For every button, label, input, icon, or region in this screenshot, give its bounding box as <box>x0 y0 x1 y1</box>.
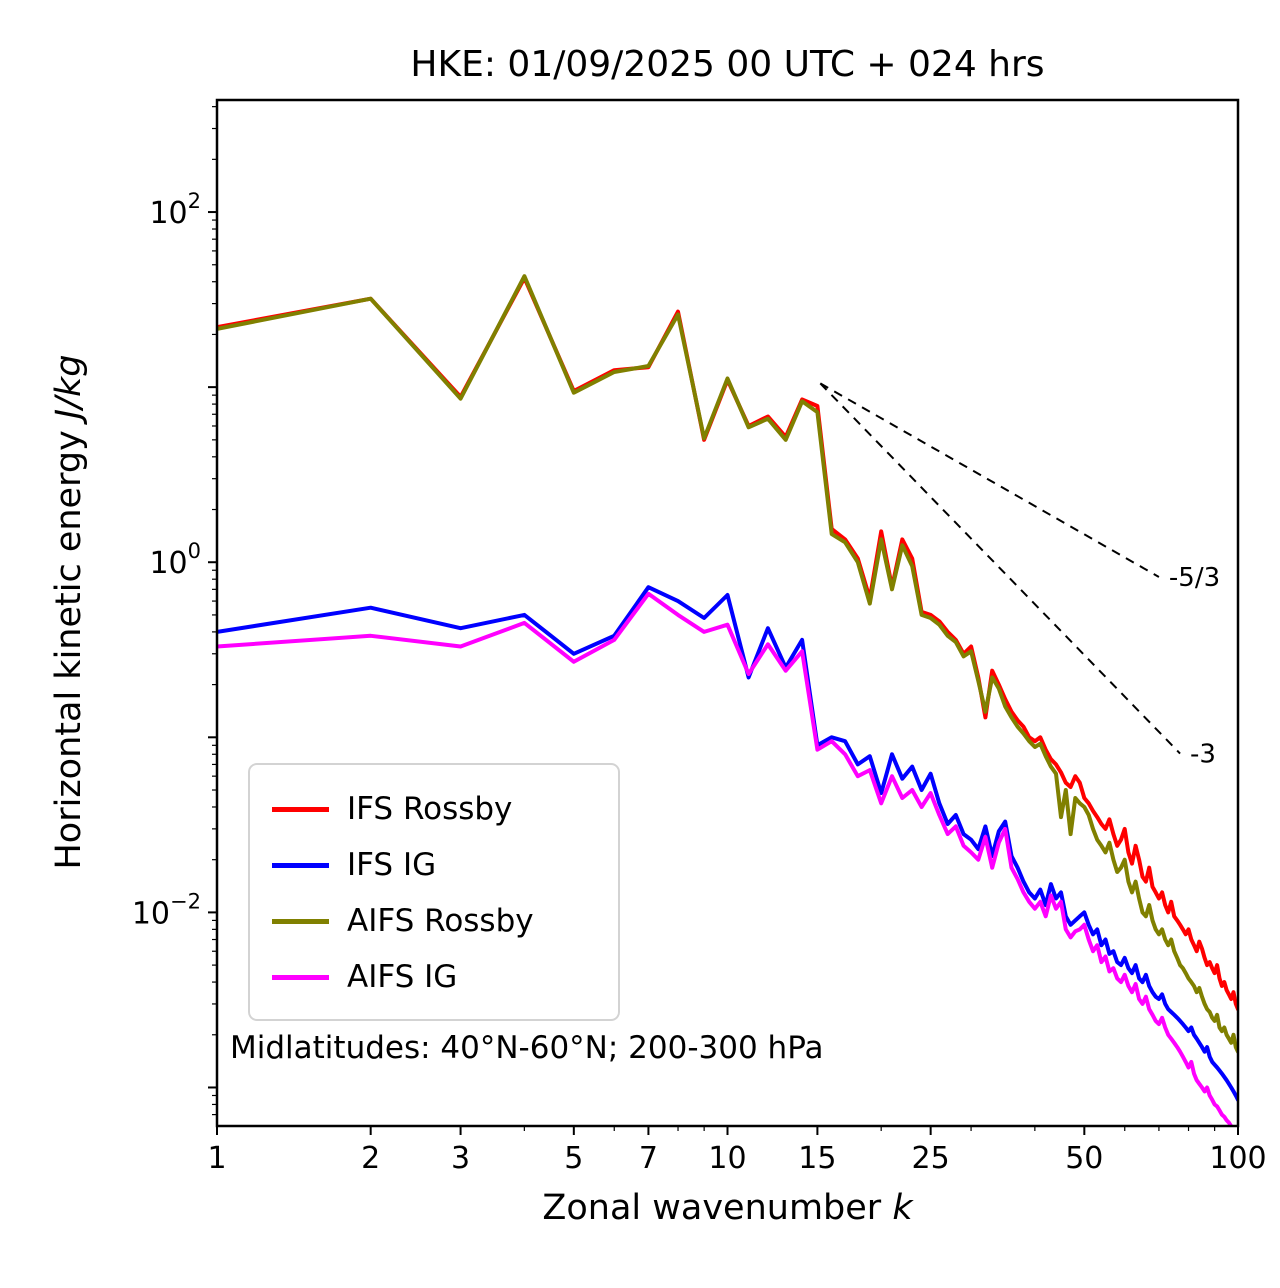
x-tick-label: 25 <box>912 1141 950 1176</box>
x-tick-label: 2 <box>361 1141 380 1176</box>
y-tick-label: 10−2 <box>132 889 201 931</box>
legend-swatch-ifs-ig <box>272 862 329 868</box>
legend-item: AIFS Rossby <box>272 893 596 949</box>
x-tick-label: 7 <box>639 1141 658 1176</box>
x-axis-label: Zonal wavenumber k <box>217 1188 1238 1228</box>
x-tick-label: 15 <box>798 1141 836 1176</box>
x-tick-label: 3 <box>451 1141 470 1176</box>
reference-slope-line <box>819 382 1160 578</box>
series-aifs-ig <box>217 591 1234 1126</box>
legend: IFS Rossby IFS IG AIFS Rossby AIFS IG <box>248 763 620 1021</box>
y-tick-label: 102 <box>149 189 201 231</box>
x-tick-label: 50 <box>1065 1141 1103 1176</box>
reference-slope-line <box>819 382 1181 755</box>
x-axis-label-text: Zonal wavenumber <box>542 1188 893 1228</box>
legend-item: AIFS IG <box>272 949 596 1005</box>
legend-label: IFS Rossby <box>347 790 513 827</box>
x-tick-label: 10 <box>708 1141 746 1176</box>
y-axis-label-text: Horizontal kinetic energy <box>49 419 89 870</box>
annotation-region: Midlatitudes: 40°N-60°N; 200-300 hPa <box>230 1030 824 1066</box>
chart-title: HKE: 01/09/2025 00 UTC + 024 hrs <box>410 44 1045 85</box>
x-tick-label: 100 <box>1209 1141 1266 1176</box>
y-axis-label: Horizontal kinetic energy J/kg <box>49 99 95 1125</box>
legend-item: IFS Rossby <box>272 781 596 837</box>
x-axis-symbol: k <box>892 1188 913 1228</box>
series-ifs-ig <box>217 585 1238 1102</box>
y-tick-label: 100 <box>149 539 201 581</box>
legend-swatch-ifs-rossby <box>272 806 329 812</box>
legend-label: AIFS IG <box>347 958 458 995</box>
series-aifs-rossby <box>217 274 1238 1054</box>
slope-label: -3 <box>1190 740 1216 770</box>
legend-swatch-aifs-rossby <box>272 918 329 924</box>
slope-label: -5/3 <box>1169 563 1220 593</box>
axes-frame <box>215 98 1240 1128</box>
x-tick-label: 1 <box>207 1141 226 1176</box>
legend-item: IFS IG <box>272 837 596 893</box>
legend-label: AIFS Rossby <box>347 902 534 939</box>
legend-label: IFS IG <box>347 846 437 883</box>
x-tick-label: 5 <box>564 1141 583 1176</box>
legend-swatch-aifs-ig <box>272 974 329 980</box>
y-axis-units: J/kg <box>49 354 89 420</box>
